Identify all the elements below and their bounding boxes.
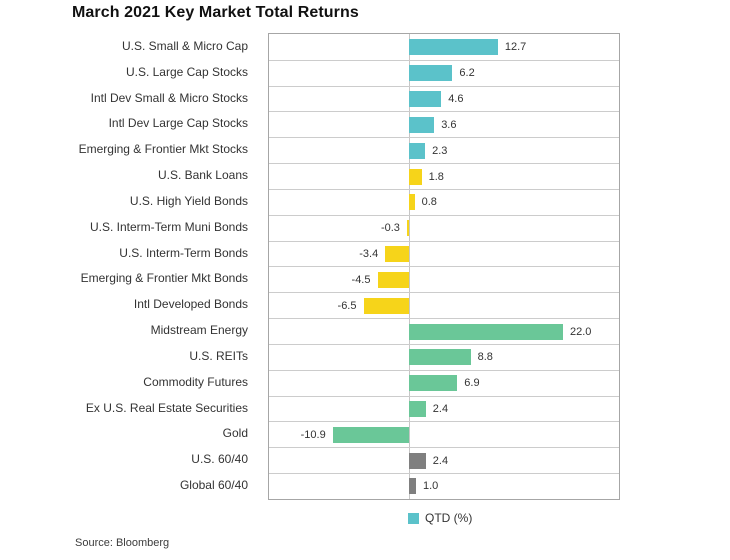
value-label: -6.5 [337, 299, 357, 312]
value-label: 1.0 [423, 480, 439, 493]
plot-row: 12.7 [269, 34, 619, 60]
category-label: Intl Dev Small & Micro Stocks [90, 90, 248, 105]
plot-row: 2.3 [269, 137, 619, 163]
plot-row: 4.6 [269, 85, 619, 112]
plot-area: 12.7 6.2 4.6 3.6 2.3 1.8 0.8 -0.3 -3.4 -4.5 -6.5 22… [268, 33, 620, 500]
legend: QTD (%) [408, 511, 472, 525]
value-label: 8.8 [477, 351, 493, 364]
bar [409, 91, 442, 108]
category-label: U.S. High Yield Bonds [129, 193, 248, 208]
plot-row: 6.2 [269, 59, 619, 86]
plot-row: 22.0 [269, 318, 619, 344]
legend-label: QTD (%) [425, 511, 473, 525]
category-label: U.S. Small & Micro Cap [121, 38, 248, 53]
plot-row: -0.3 [269, 214, 619, 241]
value-label: 22.0 [570, 325, 592, 338]
bar [409, 65, 453, 82]
bar [409, 142, 426, 159]
plot-row: -10.9 [269, 421, 619, 447]
category-label: Global 60/40 [179, 477, 248, 492]
value-label: 4.6 [448, 93, 464, 106]
value-label: -0.3 [380, 222, 400, 235]
value-label: 3.6 [441, 118, 457, 131]
source-note: Source: Bloomberg [75, 537, 170, 549]
category-label: U.S. 60/40 [191, 452, 248, 467]
value-label: 6.2 [459, 67, 475, 80]
bar [409, 38, 498, 55]
category-labels-column: U.S. Small & Micro Cap U.S. Large Cap Sto… [0, 33, 258, 498]
category-label: Gold [222, 426, 248, 441]
bar [406, 220, 409, 237]
bar [409, 401, 426, 417]
plot-row: 2.4 [269, 447, 619, 473]
bar [409, 168, 422, 185]
category-label: Ex U.S. Real Estate Securities [85, 400, 248, 415]
value-label: 2.4 [432, 454, 449, 467]
category-label: Midstream Energy [150, 323, 248, 338]
value-label: 1.8 [428, 170, 444, 183]
value-label: -10.9 [300, 428, 326, 441]
category-label: Intl Developed Bonds [133, 297, 248, 312]
value-label: -3.4 [359, 248, 379, 261]
legend-swatch-icon [408, 512, 419, 524]
plot-row: 8.8 [269, 343, 619, 370]
bar [409, 349, 471, 366]
category-label: Emerging & Frontier Mkt Bonds [80, 271, 248, 286]
value-label: 6.9 [464, 377, 480, 390]
bar [385, 246, 409, 263]
bar [409, 452, 426, 469]
bar [377, 271, 409, 288]
plot-row: -4.5 [269, 266, 619, 292]
chart-title: March 2021 Key Market Total Returns [72, 4, 359, 21]
value-label: 2.3 [432, 144, 448, 157]
category-label: U.S. Interm-Term Muni Bonds [89, 219, 248, 234]
bar [332, 426, 409, 443]
bar [409, 116, 435, 133]
plot-row: 3.6 [269, 111, 619, 137]
plot-row: -6.5 [269, 292, 619, 318]
category-label: Emerging & Frontier Mkt Stocks [78, 142, 248, 157]
value-label: 12.7 [504, 40, 527, 53]
plot-row: 1.8 [269, 163, 619, 189]
plot-row: -3.4 [269, 240, 619, 267]
category-label: U.S. REITs [189, 348, 248, 363]
category-label: Commodity Futures [143, 374, 248, 389]
value-label: 0.8 [421, 196, 437, 209]
bar [409, 323, 563, 340]
plot-row: 6.9 [269, 369, 619, 396]
plot-row: 2.4 [269, 395, 619, 422]
bar [409, 375, 458, 392]
value-label: -4.5 [351, 273, 371, 286]
plot-row: 0.8 [269, 188, 619, 215]
value-label: 2.4 [432, 403, 449, 415]
bar [363, 297, 409, 314]
category-label: U.S. Large Cap Stocks [125, 64, 248, 79]
bar [409, 478, 416, 495]
bar [409, 194, 415, 211]
category-label: U.S. Interm-Term Bonds [119, 245, 248, 260]
category-label: Intl Dev Large Cap Stocks [108, 116, 248, 131]
category-label: U.S. Bank Loans [157, 168, 248, 183]
plot-row: 1.0 [269, 473, 619, 499]
